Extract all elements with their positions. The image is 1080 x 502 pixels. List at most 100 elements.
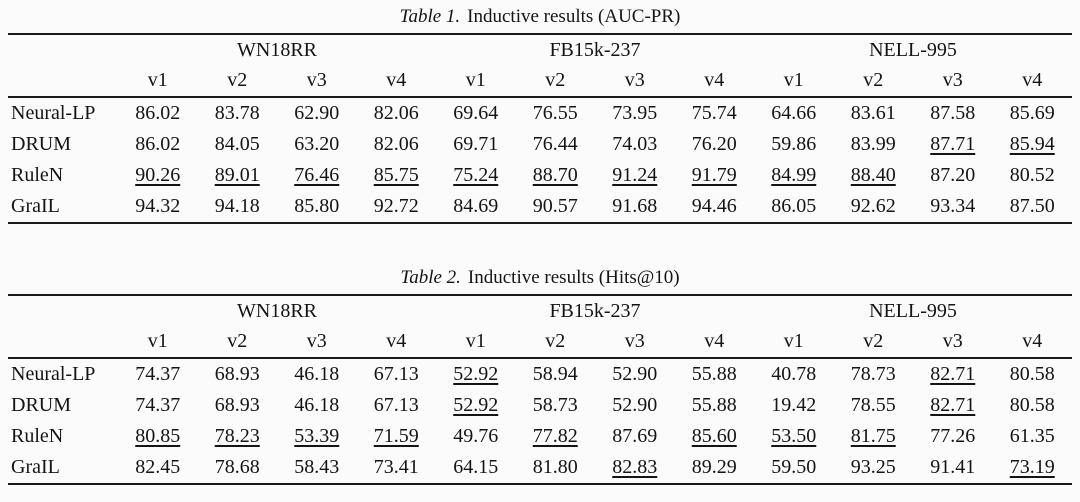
cell-value: 78.68 (214, 456, 260, 478)
cell-value: 55.88 (691, 394, 737, 416)
cell-value: 93.34 (930, 195, 976, 217)
cell-value: 83.78 (214, 102, 260, 124)
cell-value: 87.71 (930, 133, 976, 155)
table-row: DRUM 74.37 68.93 46.18 67.13 52.92 58.73 52.90 5… (8, 390, 1072, 421)
version-header: v3 (595, 65, 675, 98)
method-label: DRUM (11, 133, 72, 155)
cell-value: 62.90 (294, 102, 340, 124)
method-label: GraIL (11, 456, 60, 478)
version-header: v4 (356, 65, 436, 98)
method-label: Neural-LP (11, 102, 96, 124)
cell-value: 85.94 (1009, 133, 1055, 155)
method-label: GraIL (11, 195, 60, 217)
cell-value: 91.24 (612, 164, 658, 186)
table-row: Neural-LP 86.02 83.78 62.90 82.06 69.64 76.55 7… (8, 97, 1072, 129)
version-header: v1 (118, 326, 198, 359)
table-1-section: Table 1. Inductive results (AUC-PR) WN18R… (0, 5, 1080, 224)
cell-value: 58.73 (532, 394, 578, 416)
corner-cell (8, 295, 118, 326)
table-2-section: Table 2. Inductive results (Hits@10) WN18… (0, 266, 1080, 485)
cell-value: 52.92 (453, 394, 499, 416)
table-row: GraIL 82.45 78.68 58.43 73.41 64.15 81.80 82.83… (8, 452, 1072, 484)
cell-value: 73.41 (373, 456, 419, 478)
cell-value: 84.05 (214, 133, 260, 155)
cell-value: 84.99 (771, 164, 817, 186)
version-header: v3 (277, 326, 357, 359)
cell-value: 46.18 (294, 394, 340, 416)
cell-value: 58.94 (532, 363, 578, 385)
corner-cell (8, 326, 118, 359)
cell-value: 68.93 (214, 394, 260, 416)
cell-value: 85.80 (294, 195, 340, 217)
cell-value: 94.18 (214, 195, 260, 217)
cell-value: 93.25 (850, 456, 896, 478)
cell-value: 55.88 (691, 363, 737, 385)
table-1-caption-text: Inductive results (AUC-PR) (467, 6, 681, 27)
version-header: v4 (674, 326, 754, 359)
version-header: v3 (913, 326, 993, 359)
results-table-auc-pr: WN18RR FB15k-237 NELL-995 v1 v2 v3 v4 v1 v2 v3 v4 v… (8, 33, 1072, 224)
version-header: v2 (197, 65, 277, 98)
cell-value: 76.46 (294, 164, 340, 186)
cell-value: 82.71 (930, 363, 976, 385)
cell-value: 78.73 (850, 363, 896, 385)
cell-value: 68.93 (214, 363, 260, 385)
cell-value: 87.20 (930, 164, 976, 186)
cell-value: 82.06 (373, 133, 419, 155)
cell-value: 73.19 (1009, 456, 1055, 478)
cell-value: 91.68 (612, 195, 658, 217)
cell-value: 88.70 (532, 164, 578, 186)
version-header: v1 (118, 65, 198, 98)
cell-value: 64.15 (453, 456, 499, 478)
cell-value: 53.39 (294, 425, 340, 447)
version-header: v1 (754, 326, 834, 359)
version-header: v4 (356, 326, 436, 359)
cell-value: 49.76 (453, 425, 499, 447)
dataset-group-header: FB15k-237 (549, 299, 641, 322)
table-row: RuleN 80.85 78.23 53.39 71.59 49.76 77.82 87.69… (8, 421, 1072, 452)
cell-value: 91.79 (691, 164, 737, 186)
results-table-hits-10: WN18RR FB15k-237 NELL-995 v1 v2 v3 v4 v1 v2 v3 v4 v… (8, 294, 1072, 485)
cell-value: 75.24 (453, 164, 499, 186)
cell-value: 87.58 (930, 102, 976, 124)
cell-value: 52.90 (612, 363, 658, 385)
version-header: v4 (674, 65, 754, 98)
version-header: v2 (833, 65, 913, 98)
cell-value: 75.74 (691, 102, 737, 124)
method-label: RuleN (11, 425, 64, 447)
version-header: v1 (754, 65, 834, 98)
dataset-group-header: FB15k-237 (549, 38, 641, 61)
table-2-caption-text: Inductive results (Hits@10) (467, 267, 680, 288)
cell-value: 76.20 (691, 133, 737, 155)
method-label: DRUM (11, 394, 72, 416)
cell-value: 82.45 (135, 456, 181, 478)
version-header: v4 (992, 326, 1072, 359)
cell-value: 77.82 (532, 425, 578, 447)
cell-value: 69.64 (453, 102, 499, 124)
cell-value: 89.29 (691, 456, 737, 478)
version-header: v3 (913, 65, 993, 98)
cell-value: 82.06 (373, 102, 419, 124)
cell-value: 76.55 (532, 102, 578, 124)
table-2-caption-label: Table 2. (400, 267, 461, 288)
cell-value: 89.01 (214, 164, 260, 186)
cell-value: 80.58 (1009, 363, 1055, 385)
cell-value: 67.13 (373, 394, 419, 416)
cell-value: 92.62 (850, 195, 896, 217)
cell-value: 86.02 (135, 133, 181, 155)
cell-value: 74.37 (135, 363, 181, 385)
cell-value: 91.41 (930, 456, 976, 478)
cell-value: 90.26 (135, 164, 181, 186)
corner-cell (8, 34, 118, 65)
dataset-group-header: WN18RR (237, 299, 317, 322)
cell-value: 69.71 (453, 133, 499, 155)
cell-value: 82.83 (612, 456, 658, 478)
cell-value: 74.37 (135, 394, 181, 416)
cell-value: 52.92 (453, 363, 499, 385)
version-header: v1 (436, 65, 516, 98)
cell-value: 83.99 (850, 133, 896, 155)
corner-cell (8, 65, 118, 98)
cell-value: 86.02 (135, 102, 181, 124)
cell-value: 78.55 (850, 394, 896, 416)
version-header: v2 (515, 65, 595, 98)
